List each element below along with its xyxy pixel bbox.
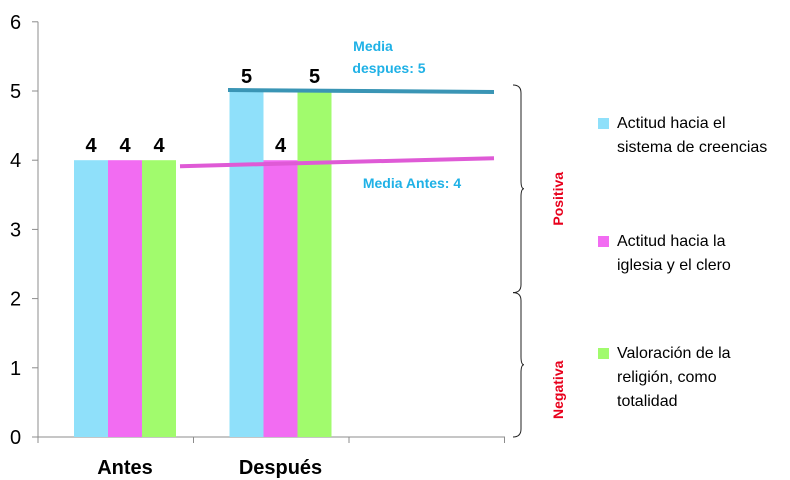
legend-item-valoracion: Valoración de la religión, como totalida…	[598, 342, 788, 414]
legend-label-line: sistema de creencias	[617, 139, 768, 156]
legend-label-line: totalidad	[617, 393, 678, 410]
bar	[108, 160, 142, 437]
legend-swatch	[598, 236, 609, 247]
legend-label-line: Actitud hacia el	[617, 115, 726, 132]
y-tick-label: 4	[10, 150, 21, 172]
legend-label-line: religión, como	[617, 369, 717, 386]
y-tick-label: 5	[10, 81, 21, 103]
mean-label-despues: Media	[353, 38, 393, 54]
y-tick-label: 2	[10, 289, 21, 311]
mean-label-despues: despues: 5	[352, 60, 425, 76]
data-label: 4	[119, 135, 131, 157]
bracket-label-negativa: Negativa	[550, 360, 566, 419]
mean-label-antes: Media Antes: 4	[363, 175, 461, 191]
y-tick-label: 0	[10, 427, 21, 449]
bar	[263, 160, 298, 437]
brace-negativa	[512, 292, 525, 438]
data-label: 4	[153, 135, 165, 157]
mean-line-antes	[179, 156, 495, 169]
bracket-label-positiva: Positiva	[550, 172, 566, 226]
legend-label-line: Actitud hacia la	[617, 233, 726, 250]
legend-item-creencias: Actitud hacia el sistema de creencias	[598, 112, 788, 160]
bar	[142, 160, 176, 437]
y-tick-label: 1	[10, 358, 21, 380]
bar	[229, 91, 264, 437]
data-label: 4	[275, 135, 287, 157]
y-tick-label: 3	[10, 219, 21, 241]
legend-swatch	[598, 118, 609, 129]
data-label: 5	[241, 66, 252, 88]
brace-positiva	[512, 84, 525, 294]
x-tick-label: Después	[239, 457, 322, 479]
data-label: 5	[309, 66, 320, 88]
legend-label-line: Valoración de la	[617, 345, 731, 362]
legend-label-line: iglesia y el clero	[617, 257, 731, 274]
legend-item-iglesia: Actitud hacia la iglesia y el clero	[598, 230, 788, 278]
x-tick-label: Antes	[97, 457, 153, 479]
bar	[74, 160, 108, 437]
bar	[297, 91, 332, 437]
legend-swatch	[598, 348, 609, 359]
y-tick-label: 6	[10, 12, 21, 34]
mean-line-despues	[227, 88, 495, 94]
data-label: 4	[85, 135, 97, 157]
